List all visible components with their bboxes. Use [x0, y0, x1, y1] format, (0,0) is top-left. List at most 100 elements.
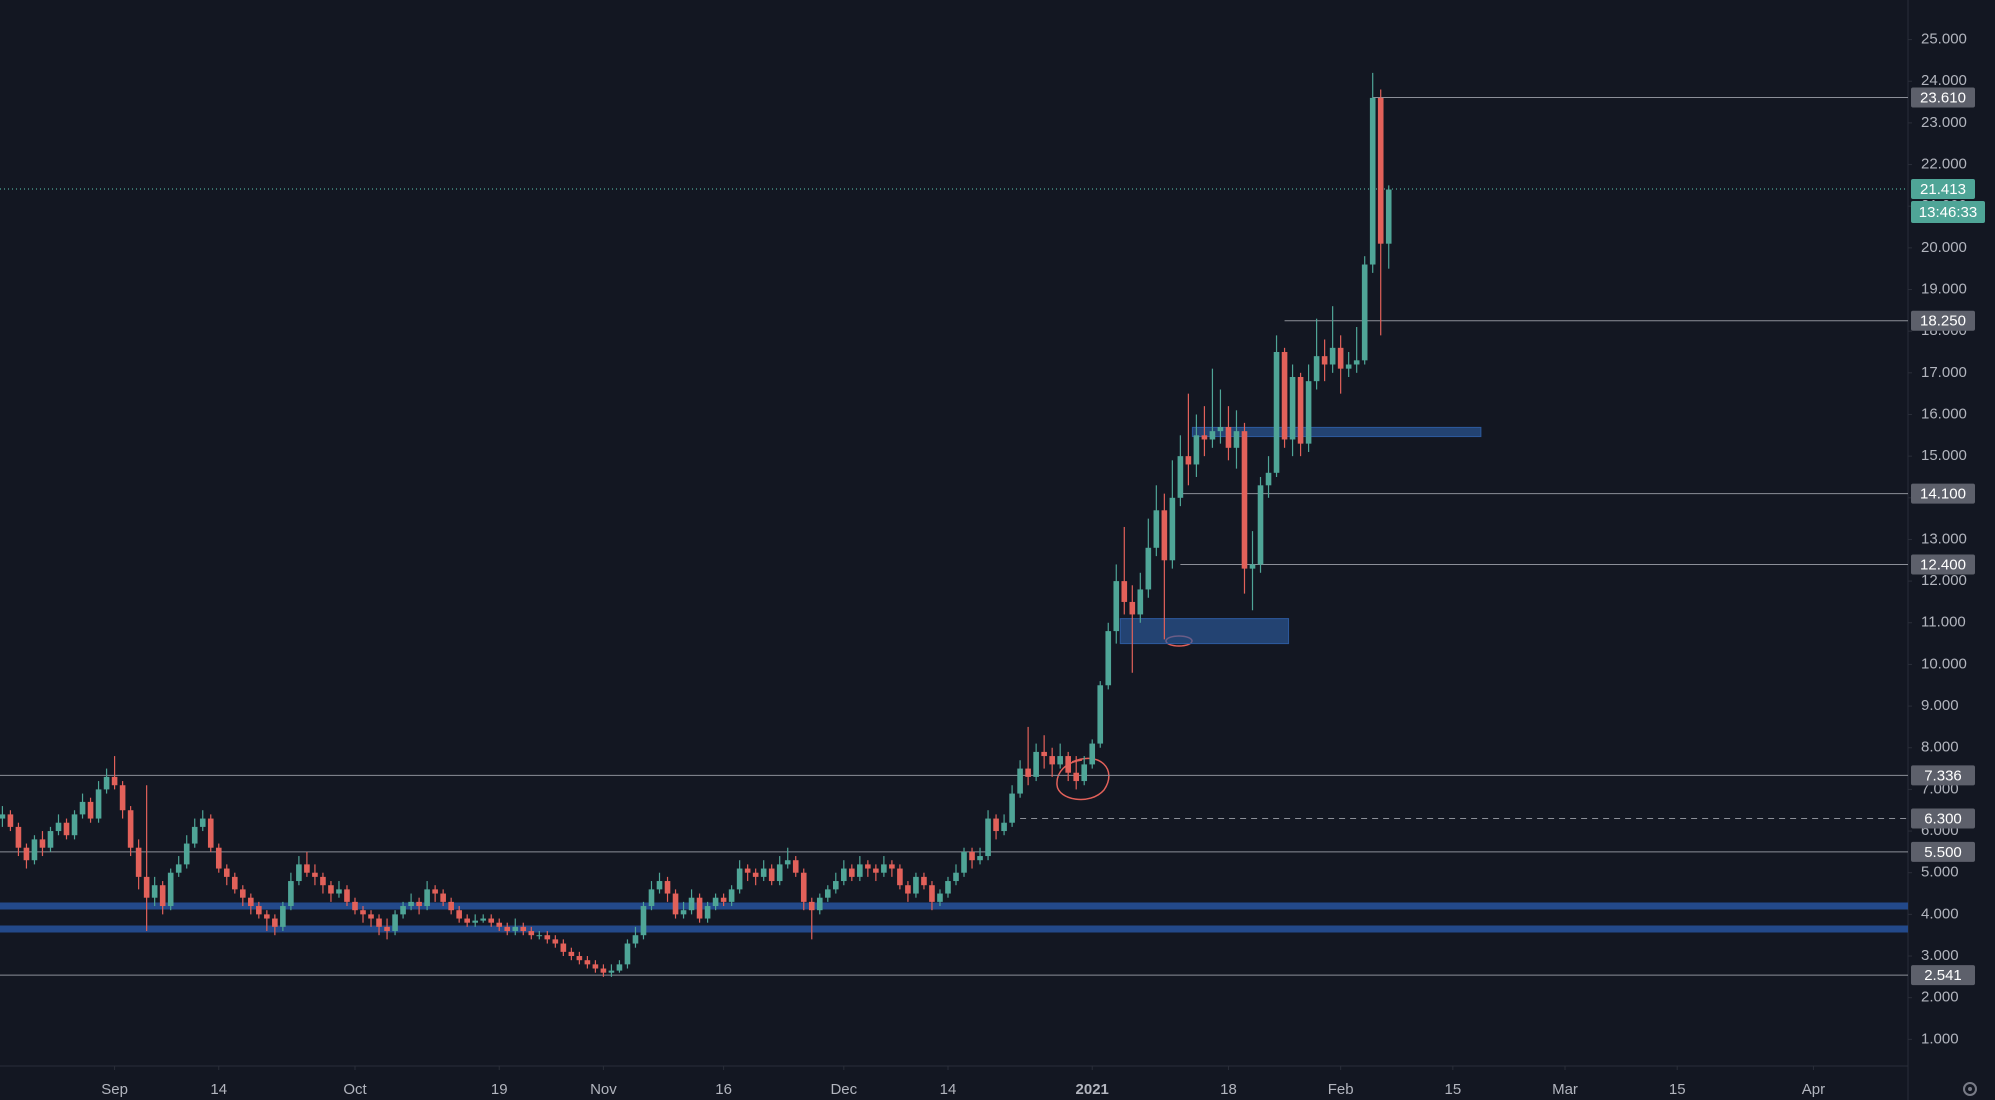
- candle-body: [1241, 431, 1248, 569]
- candle-body: [159, 885, 166, 907]
- candle-body: [95, 789, 102, 819]
- candle-body: [376, 918, 382, 927]
- candle: [720, 893, 727, 907]
- candle-body: [368, 914, 374, 919]
- candle: [1225, 406, 1232, 461]
- candle-body: [280, 906, 286, 927]
- candle-body: [768, 868, 775, 882]
- candle-body: [560, 943, 567, 952]
- candle-body: [240, 889, 246, 898]
- candle-body: [231, 876, 238, 890]
- candle-body: [1081, 764, 1088, 782]
- candle-body: [0, 814, 6, 819]
- candle-body: [632, 935, 639, 944]
- y-tick-label: 12.000: [1921, 572, 1967, 589]
- candle: [528, 926, 535, 940]
- candle-body: [792, 860, 799, 873]
- candle-body: [360, 910, 366, 915]
- candle-body: [1337, 347, 1344, 369]
- candle-body: [865, 864, 871, 869]
- settings-icon[interactable]: [1963, 1082, 1977, 1096]
- candle: [167, 868, 174, 911]
- candle: [71, 810, 78, 840]
- candle-body: [1025, 768, 1031, 777]
- candle: [1145, 518, 1152, 598]
- candle-body: [841, 868, 847, 882]
- candle: [288, 872, 294, 911]
- candle-body: [576, 956, 583, 961]
- candle-body: [905, 885, 911, 894]
- candle-body: [520, 926, 527, 932]
- candle: [696, 893, 703, 923]
- candle: [248, 893, 254, 915]
- candle: [440, 889, 446, 907]
- candle-body: [1305, 381, 1312, 444]
- y-tick-label: 2.000: [1921, 989, 1959, 1006]
- candle: [23, 843, 30, 869]
- candle: [1017, 760, 1023, 798]
- candle: [392, 910, 398, 936]
- y-tick-label: 17.000: [1921, 364, 1967, 381]
- candle: [280, 901, 286, 932]
- candle: [1233, 410, 1240, 469]
- candle: [320, 872, 326, 894]
- candle-body: [744, 868, 751, 873]
- candle: [913, 872, 919, 898]
- level-label-box: [1911, 554, 1975, 575]
- candle-body: [584, 960, 591, 965]
- candle: [1265, 456, 1272, 498]
- candle: [865, 860, 871, 877]
- candle: [784, 847, 791, 869]
- candle-body: [1089, 743, 1096, 765]
- y-tick-label: 4.000: [1921, 905, 1959, 922]
- candle: [985, 810, 991, 861]
- candle: [7, 810, 14, 832]
- candle: [1121, 526, 1128, 615]
- candle-body: [175, 864, 182, 873]
- candle-body: [191, 826, 198, 844]
- candle-body: [207, 818, 214, 848]
- y-tick-label: 24.000: [1921, 72, 1967, 89]
- candle: [15, 822, 22, 857]
- candle: [360, 906, 366, 923]
- candle-body: [1353, 360, 1360, 365]
- candle-body: [536, 935, 543, 937]
- zone: [1191, 426, 1482, 438]
- level-label: 6.300: [1924, 811, 1962, 828]
- candle-body: [656, 881, 663, 890]
- candle: [568, 947, 575, 961]
- candle: [79, 793, 86, 819]
- candle: [680, 901, 687, 919]
- candle: [648, 881, 655, 911]
- settings-gear-hub[interactable]: [1968, 1087, 1972, 1091]
- candle: [47, 826, 54, 852]
- candle: [1385, 185, 1392, 269]
- candle-body: [1105, 631, 1112, 686]
- countdown-box: [1911, 200, 1985, 223]
- settings-gear[interactable]: [1963, 1082, 1977, 1096]
- level-label: 12.400: [1920, 556, 1966, 573]
- candle: [199, 810, 206, 832]
- candle: [832, 872, 839, 894]
- candle: [1353, 327, 1360, 373]
- candle-body: [336, 889, 342, 894]
- candle-body: [1049, 756, 1055, 765]
- candle: [296, 856, 302, 886]
- candle-body: [672, 893, 679, 915]
- candle: [1217, 389, 1224, 444]
- candle: [520, 922, 527, 936]
- candle-body: [945, 881, 951, 894]
- candle-body: [1145, 547, 1152, 590]
- candle: [175, 856, 182, 877]
- candle-body: [23, 847, 30, 861]
- candle-body: [151, 885, 158, 898]
- candle: [1201, 406, 1208, 457]
- candle-body: [881, 864, 887, 873]
- level-label-box: [1911, 765, 1975, 786]
- candle: [881, 856, 887, 877]
- x-tick-label: 18: [1220, 1081, 1237, 1098]
- level-label-box: [1911, 841, 1975, 862]
- candle-body: [1009, 793, 1015, 823]
- x-tick-label: Dec: [830, 1081, 857, 1098]
- candle-body: [256, 906, 262, 915]
